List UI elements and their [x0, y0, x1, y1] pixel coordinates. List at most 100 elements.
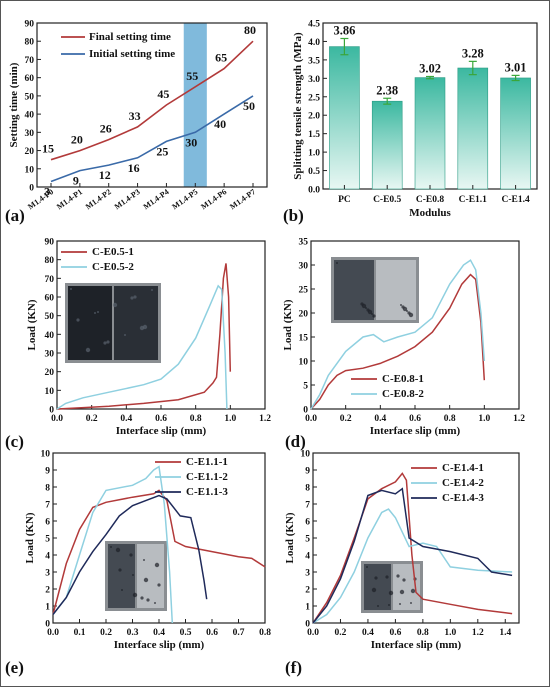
c-ytick-label: 50: [45, 312, 55, 322]
f-legend-label: C-E1.4-2: [442, 477, 484, 489]
f-xtick-label: 0.8: [417, 628, 429, 638]
c-ytick-label: 40: [45, 331, 55, 341]
a-xtick-label: M1.4-P7: [228, 187, 257, 211]
f-specimen-photo-speck: [410, 588, 416, 594]
e-specimen-photo-speck: [132, 592, 138, 598]
a-data-label: 50: [243, 99, 255, 113]
d-ytick-label: 20: [299, 310, 309, 320]
f-xtick-label: 0.6: [389, 628, 401, 638]
d-series-line-0: [310, 273, 486, 410]
a-data-label: 30: [185, 135, 197, 149]
e-specimen-photo-speck: [154, 602, 156, 604]
b-ytick-label: 3.0: [308, 75, 320, 85]
a-xtick-label: M1.4-P1: [55, 187, 84, 211]
e-specimen-photo-speck: [157, 583, 161, 587]
e-ytick-label: 3: [45, 569, 50, 579]
a-axes-box: [36, 22, 268, 188]
f-ytick-label: 1: [305, 603, 310, 613]
e-legend-label: C-E1.1-1: [186, 456, 228, 468]
a-data-label: 9: [73, 174, 79, 188]
panel-label-f: (f): [285, 658, 302, 677]
f-legend-label: C-E1.4-3: [442, 492, 484, 504]
e-series-line-1: [52, 465, 174, 624]
a-data-label: 3: [44, 185, 50, 199]
b-ytick-label: 4.5: [308, 20, 320, 30]
a-ytick-label: 0: [29, 184, 34, 194]
f-specimen-photo-speck: [388, 590, 394, 596]
e-specimen-photo-speck: [115, 547, 121, 553]
a-ytick-label: 90: [25, 20, 35, 30]
d-xtick-label: 1.2: [513, 414, 525, 424]
c-specimen-photo-right-block: [114, 286, 158, 360]
e-specimen-photo-speck: [121, 589, 123, 591]
d-specimen-photo-speck: [401, 305, 405, 309]
c-xtick-label: 0.4: [120, 414, 132, 424]
c-ytick-label: 70: [45, 275, 55, 285]
b-ytick-label: 3.5: [308, 56, 320, 66]
a-ytick-label: 10: [25, 165, 35, 175]
a-highlight-band: [183, 23, 207, 187]
f-series-line-1: [312, 508, 513, 624]
e-ytick-label: 8: [45, 484, 50, 494]
b-ylabel: Splitting tensile strength (MPa): [292, 32, 304, 180]
c-specimen-photo-speck: [112, 302, 118, 308]
c-specimen-photo-speck: [103, 341, 107, 345]
a-ytick-label: 40: [25, 111, 35, 121]
d-xtick-label: 0.8: [444, 414, 456, 424]
f-ytick-label: 9: [305, 467, 310, 477]
panel-label-d: (d): [285, 432, 306, 451]
a-data-label: 45: [157, 87, 169, 101]
d-specimen-photo-right-block: [376, 260, 416, 320]
c-xtick-label: 0.0: [51, 414, 63, 424]
e-xtick-label: 0.5: [180, 628, 192, 638]
b-value-label: 2.38: [376, 83, 398, 97]
panel-label-a: (a): [5, 206, 25, 225]
c-specimen-photo-left-block: [68, 286, 112, 360]
e-specimen-photo-speck: [143, 577, 149, 583]
f-ytick-label: 4: [305, 552, 310, 562]
a-data-label: 12: [99, 168, 111, 182]
e-series-line-2: [52, 494, 208, 615]
e-specimen-photo-speck: [132, 574, 134, 576]
b-xtick-label: C-E0.5: [373, 195, 401, 205]
a-ytick-label: 80: [25, 38, 35, 48]
d-ytick-label: 25: [299, 286, 309, 296]
b-xtick-label: PC: [338, 195, 351, 205]
f-ytick-label: 2: [305, 586, 310, 596]
f-specimen-photo-speck: [396, 574, 400, 578]
e-specimen-photo-speck: [118, 568, 122, 572]
f-ytick-label: 7: [305, 501, 310, 511]
a-legend-label: Initial setting time: [89, 48, 175, 60]
a-data-label: 40: [214, 117, 226, 131]
c-xlabel: Interface slip (mm): [116, 425, 207, 437]
b-xtick-label: C-E1.1: [459, 195, 487, 205]
e-specimen-photo-speck: [110, 546, 112, 548]
f-series-line-0: [312, 472, 513, 624]
a-xtick-label: M1.4-P6: [199, 187, 228, 211]
d-specimen-photo-speck: [336, 262, 338, 264]
f-ytick-label: 10: [301, 450, 311, 460]
e-xlabel: Interface slip (mm): [114, 639, 205, 651]
f-xlabel: Interface slip (mm): [371, 639, 462, 651]
a-ytick-label: 30: [25, 129, 35, 139]
b-bar: [329, 46, 360, 190]
a-xtick-label: M1.4-P2: [84, 187, 113, 211]
d-legend-label: C-E0.8-1: [382, 373, 424, 385]
f-xtick-label: 1.2: [472, 628, 484, 638]
f-specimen-photo-speck: [388, 604, 390, 606]
b-ytick-label: 0.0: [308, 186, 320, 196]
e-ytick-label: 7: [45, 501, 50, 511]
a-legend-label: Final setting time: [89, 31, 171, 43]
f-specimen-photo-speck: [410, 602, 412, 604]
e-legend-label: C-E1.1-2: [186, 471, 228, 483]
a-data-label: 16: [128, 161, 140, 175]
f-specimen-photo-speck: [366, 566, 368, 568]
c-specimen-photo-speck: [94, 312, 96, 314]
b-ytick-label: 0.5: [308, 167, 320, 177]
d-specimen-photo: [331, 257, 419, 323]
d-ytick-label: 35: [299, 238, 309, 248]
b-ytick-label: 1.5: [308, 130, 320, 140]
a-data-label: 26: [100, 122, 112, 136]
e-ytick-label: 2: [45, 586, 50, 596]
